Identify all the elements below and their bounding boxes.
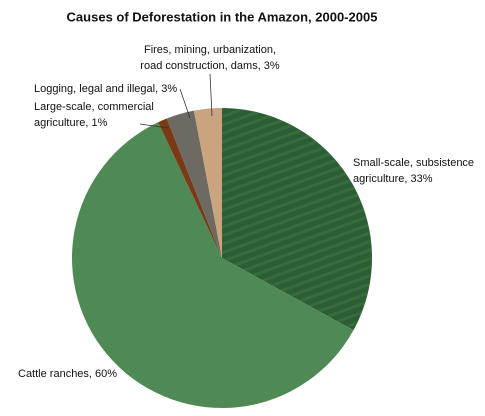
pie-slice bbox=[72, 122, 354, 408]
slice-label: Small-scale, subsistence bbox=[353, 157, 474, 169]
slice-texture bbox=[222, 108, 373, 331]
pie-slice bbox=[166, 110, 222, 258]
slice-label: agriculture, 33% bbox=[353, 173, 433, 185]
slice-label: Fires, mining, urbanization, bbox=[144, 44, 276, 56]
pie bbox=[72, 108, 373, 408]
leader-line bbox=[179, 88, 191, 119]
leader-line bbox=[209, 73, 213, 117]
slice-label: Logging, legal and illegal, 3% bbox=[34, 83, 177, 95]
slice-label: road construction, dams, 3% bbox=[140, 60, 280, 72]
pie-slice bbox=[193, 108, 222, 258]
leader-line bbox=[139, 123, 169, 129]
pie-slice bbox=[158, 118, 222, 258]
slice-label: agriculture, 1% bbox=[34, 117, 108, 129]
slice-label: Large-scale, commercial bbox=[34, 101, 154, 113]
labels: Small-scale, subsistence agriculture, 33%… bbox=[18, 44, 474, 380]
slice-label: Cattle ranches, 60% bbox=[18, 368, 117, 380]
chart-title: Causes of Deforestation in the Amazon, 2… bbox=[67, 9, 378, 24]
